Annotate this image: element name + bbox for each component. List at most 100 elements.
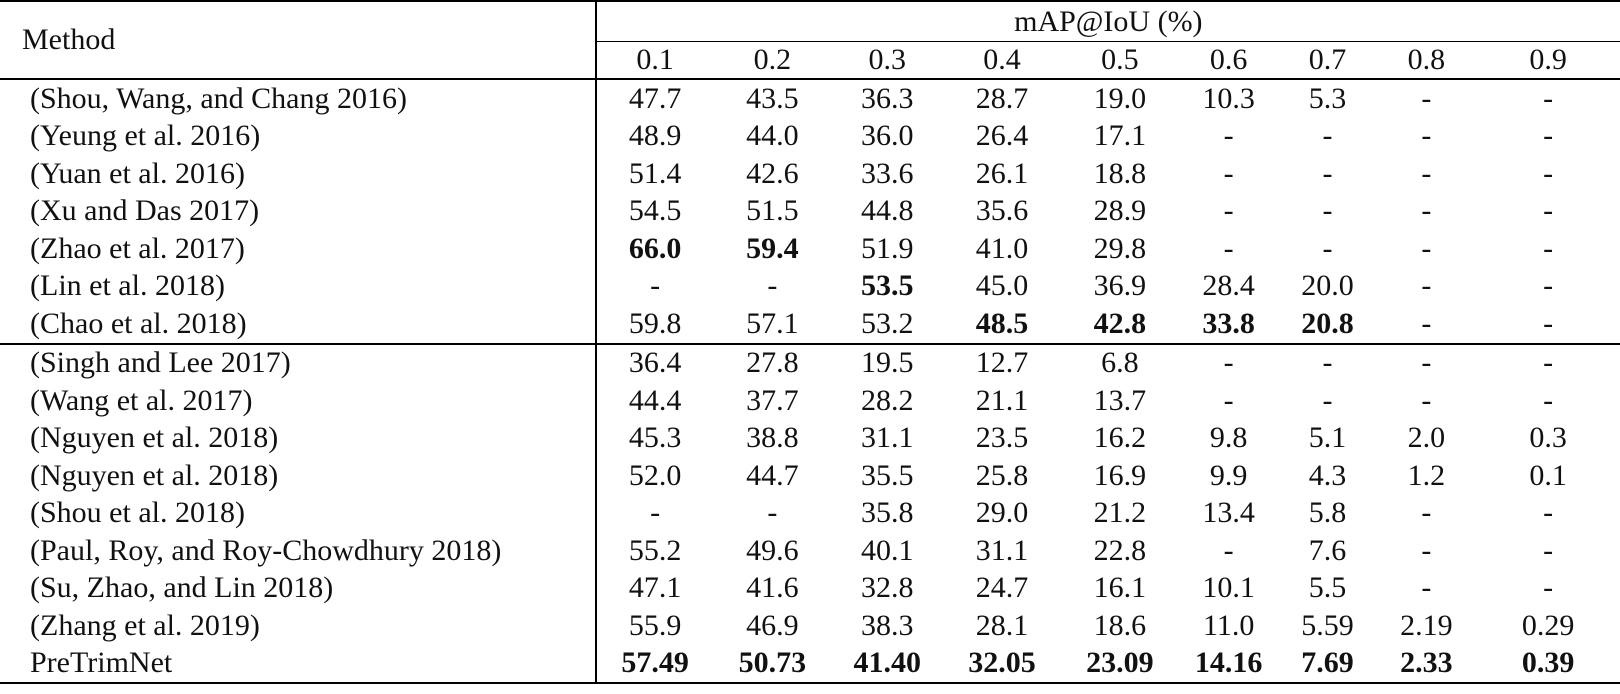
value-cell: - xyxy=(1543,156,1554,190)
method-header: Method xyxy=(22,23,116,56)
value-cell: 10.3 xyxy=(1202,81,1255,115)
table-row: (Nguyen et al. 2018) 52.0 44.7 35.5 25.8 16.9… xyxy=(0,457,1620,495)
value-cell: 1.2 xyxy=(1407,458,1446,492)
value-cell: - xyxy=(1543,81,1554,115)
value-cell: 2.0 xyxy=(1407,421,1446,455)
value-cell: - xyxy=(1421,156,1432,190)
value-cell: 66.0 xyxy=(594,230,714,268)
value-cell: 5.59 xyxy=(1301,608,1354,642)
method-cell: (Yuan et al. 2016) xyxy=(30,156,245,190)
value-cell: 53.2 xyxy=(860,306,914,340)
value-cell: 44.7 xyxy=(746,458,799,492)
value-cell: 19.0 xyxy=(1093,81,1147,115)
value-cell: 42.8 xyxy=(1093,306,1147,340)
value-cell: - xyxy=(1421,496,1432,530)
value-cell: 26.1 xyxy=(975,156,1029,190)
threshold-header: 0.2 xyxy=(753,43,792,76)
value-cell: 2.19 xyxy=(1400,608,1453,642)
value-cell: 5.3 xyxy=(1308,81,1347,115)
value-cell: - xyxy=(1322,231,1333,265)
table-row: (Lin et al. 2018) - - 53.5 45.0 36.9 28.4 20.0 -… xyxy=(0,267,1620,305)
value-cell: 55.9 xyxy=(594,607,714,645)
value-cell: 5.1 xyxy=(1308,421,1347,455)
value-cell: 16.2 xyxy=(1093,421,1147,455)
value-cell: 19.5 xyxy=(860,346,914,380)
value-cell: - xyxy=(1421,119,1432,153)
value-cell: - xyxy=(1421,306,1432,340)
value-cell: 5.5 xyxy=(1308,571,1347,605)
threshold-header: 0.4 xyxy=(983,43,1021,76)
method-cell: (Singh and Lee 2017) xyxy=(30,346,291,380)
method-cell: (Su, Zhao, and Lin 2018) xyxy=(30,571,334,605)
method-cell: (Shou, Wang, and Chang 2016) xyxy=(30,81,407,115)
value-cell: - xyxy=(1543,306,1554,340)
value-cell: 55.2 xyxy=(594,532,714,570)
value-cell: 47.1 xyxy=(594,569,714,607)
table-row: (Xu and Das 2017) 54.5 51.5 44.8 35.6 28.9 - - -… xyxy=(0,192,1620,230)
value-cell: 44.8 xyxy=(860,194,914,228)
table-row: (Paul, Roy, and Roy-Chowdhury 2018) 55.2 4… xyxy=(0,532,1620,570)
value-cell: - xyxy=(1223,119,1234,153)
value-cell: 49.6 xyxy=(746,533,799,567)
method-cell: (Nguyen et al. 2018) xyxy=(30,421,279,455)
value-cell: 10.1 xyxy=(1202,571,1255,605)
value-cell: 53.5 xyxy=(860,269,914,303)
value-cell: - xyxy=(767,269,778,303)
value-cell: 44.4 xyxy=(594,382,714,420)
value-cell: - xyxy=(1421,194,1432,228)
threshold-header: 0.7 xyxy=(1308,43,1347,76)
value-cell: 0.3 xyxy=(1529,421,1567,455)
value-cell: 18.6 xyxy=(1093,608,1147,642)
value-cell: 41.0 xyxy=(975,231,1029,265)
value-cell: - xyxy=(1322,194,1333,228)
value-cell: 20.8 xyxy=(1301,306,1354,340)
value-cell: 26.4 xyxy=(975,119,1029,153)
value-cell: 57.49 xyxy=(594,644,714,683)
value-cell: 25.8 xyxy=(975,458,1029,492)
value-cell: 51.9 xyxy=(860,231,914,265)
table-group-weakly-supervised: (Singh and Lee 2017) 36.4 27.8 19.5 12.7 6.8 -… xyxy=(0,343,1620,683)
value-cell: 36.0 xyxy=(860,119,914,153)
value-cell: 31.1 xyxy=(860,421,914,455)
value-cell: 35.6 xyxy=(975,194,1029,228)
value-cell: - xyxy=(1223,346,1234,380)
value-cell: 4.3 xyxy=(1308,458,1347,492)
value-cell: 42.6 xyxy=(746,156,799,190)
value-cell: - xyxy=(1421,533,1432,567)
value-cell: 28.4 xyxy=(1202,269,1255,303)
value-cell: - xyxy=(1322,119,1333,153)
value-cell: 9.9 xyxy=(1209,458,1248,492)
value-cell: - xyxy=(1421,346,1432,380)
threshold-header: 0.3 xyxy=(868,43,906,76)
value-cell: - xyxy=(1322,156,1333,190)
value-cell: 28.2 xyxy=(860,383,914,417)
value-cell: 24.7 xyxy=(975,571,1029,605)
value-cell: 32.8 xyxy=(860,571,914,605)
value-cell: 46.9 xyxy=(746,608,799,642)
value-cell: 35.8 xyxy=(860,496,914,530)
value-cell: - xyxy=(1543,119,1554,153)
method-cell: (Chao et al. 2018) xyxy=(30,306,247,340)
value-cell: - xyxy=(1223,194,1234,228)
value-cell: 29.8 xyxy=(1093,231,1147,265)
value-cell: - xyxy=(1421,383,1432,417)
threshold-header: 0.9 xyxy=(1529,43,1567,76)
value-cell: 54.5 xyxy=(594,192,714,230)
value-cell: 50.73 xyxy=(738,646,807,680)
threshold-header: 0.1 xyxy=(594,41,714,79)
value-cell: - xyxy=(1543,496,1554,530)
table-row: (Yeung et al. 2016) 48.9 44.0 36.0 26.4 17.1 -… xyxy=(0,117,1620,155)
value-cell: 59.8 xyxy=(594,305,714,344)
table-row: (Singh and Lee 2017) 36.4 27.8 19.5 12.7 6.8 -… xyxy=(0,343,1620,382)
value-cell: - xyxy=(1223,156,1234,190)
table-row: (Nguyen et al. 2018) 45.3 38.8 31.1 23.5 16.2… xyxy=(0,419,1620,457)
value-cell: - xyxy=(1223,383,1234,417)
value-cell: 52.0 xyxy=(594,457,714,495)
value-cell: - xyxy=(1421,571,1432,605)
value-cell: - xyxy=(1543,346,1554,380)
map-iou-header: mAP@IoU (%) xyxy=(594,1,1620,42)
value-cell: 9.8 xyxy=(1209,421,1248,455)
method-cell: (Zhao et al. 2017) xyxy=(30,231,245,265)
value-cell: 28.9 xyxy=(1093,194,1147,228)
